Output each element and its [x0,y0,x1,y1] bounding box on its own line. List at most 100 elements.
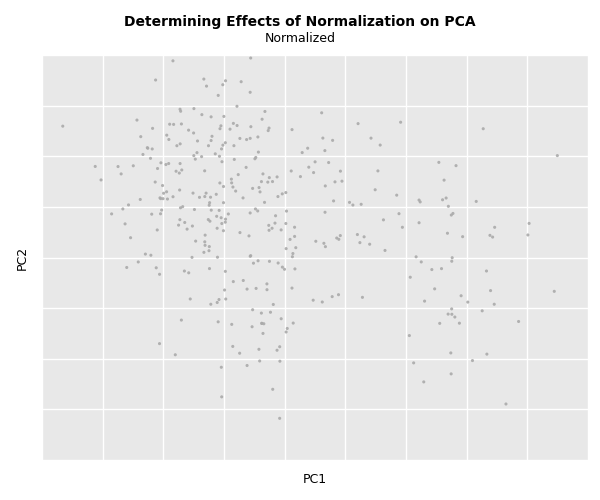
Point [174,221,184,229]
Point [193,137,202,145]
Point [245,88,255,96]
Point [136,196,145,203]
Point [227,175,236,183]
Point [220,218,230,226]
Point [238,194,248,202]
Point [228,342,238,350]
Point [136,132,146,140]
Point [200,231,210,239]
Point [242,285,252,293]
Point [258,170,268,178]
Point [253,257,263,265]
Point [221,268,230,276]
Point [320,208,330,216]
Point [188,222,197,230]
Point [320,146,329,154]
Point [189,152,199,160]
Point [334,236,344,244]
Point [178,202,187,210]
Point [206,206,216,214]
Point [253,207,262,215]
Point [255,188,265,196]
Point [235,349,244,357]
Point [451,162,461,170]
Point [447,257,457,265]
Point [264,226,274,234]
Point [392,191,401,199]
Point [281,188,290,196]
Y-axis label: PC2: PC2 [16,246,29,270]
Point [175,140,185,148]
Point [232,122,242,130]
Point [175,169,184,177]
Point [176,107,185,115]
Point [227,320,236,328]
Point [182,225,192,233]
Point [251,284,261,292]
Point [155,340,164,347]
Point [231,187,241,195]
Point [151,76,160,84]
Point [376,141,385,149]
Point [443,202,453,210]
Point [365,240,374,248]
Point [155,270,164,278]
Point [217,214,226,222]
Point [122,264,131,272]
Point [203,142,213,150]
Point [524,220,534,228]
Point [277,226,286,234]
Point [148,124,157,132]
Point [199,248,209,256]
Point [290,232,299,240]
Point [370,186,380,194]
Point [247,323,257,331]
Point [232,102,242,110]
Point [157,206,166,214]
Point [212,224,222,232]
Point [277,190,287,198]
Point [169,120,178,128]
Point [268,178,277,186]
Point [298,148,307,156]
Point [221,138,230,146]
Point [184,269,194,277]
Point [283,324,292,332]
Point [414,196,424,204]
Point [158,194,168,202]
Point [373,167,383,175]
Point [271,212,280,220]
Point [404,332,414,340]
Point [206,193,215,201]
Point [467,356,477,364]
Point [310,158,320,166]
Point [446,370,456,378]
Point [176,316,186,324]
Point [285,236,295,244]
Point [248,306,257,314]
Point [319,240,329,248]
Point [472,198,481,205]
Point [335,167,345,175]
Point [206,300,215,308]
Point [380,246,390,254]
Point [225,125,235,133]
Point [238,276,248,284]
Point [398,224,407,232]
Point [124,201,133,209]
Point [379,216,388,224]
Point [242,136,251,143]
Point [204,18,214,26]
Point [132,116,142,124]
Point [478,124,488,132]
Point [233,36,242,44]
Point [229,142,239,150]
Point [437,264,446,272]
Point [320,182,330,190]
Point [268,386,278,394]
Point [330,178,340,186]
Point [260,198,269,206]
Point [458,232,467,240]
Point [175,216,185,224]
Point [274,259,283,267]
